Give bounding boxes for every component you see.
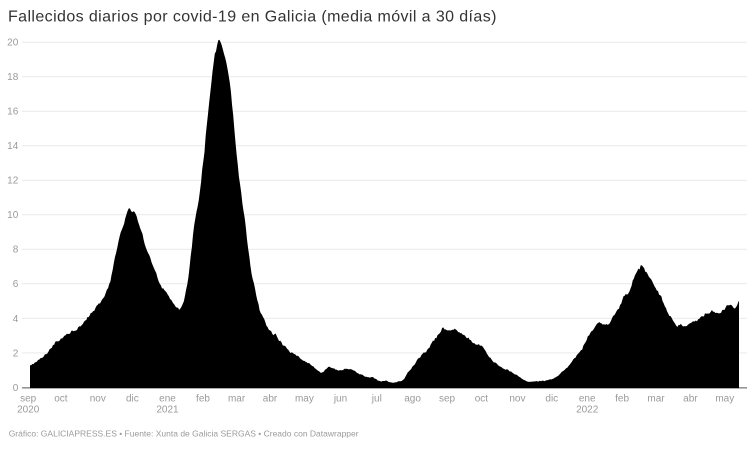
svg-text:feb: feb <box>615 393 629 404</box>
svg-text:Fallecidos diarios por covid-1: Fallecidos diarios por covid-19 en Galic… <box>8 9 497 26</box>
svg-text:2021: 2021 <box>156 405 179 416</box>
svg-text:2: 2 <box>13 348 19 359</box>
svg-text:sep: sep <box>439 393 456 404</box>
svg-text:4: 4 <box>13 314 19 325</box>
svg-text:dic: dic <box>126 393 139 404</box>
svg-text:abr: abr <box>683 393 698 404</box>
svg-text:mar: mar <box>647 393 665 404</box>
svg-text:0: 0 <box>13 383 19 394</box>
svg-text:8: 8 <box>13 245 19 256</box>
svg-text:ene: ene <box>159 393 176 404</box>
svg-text:6: 6 <box>13 279 19 290</box>
svg-text:nov: nov <box>509 393 525 404</box>
svg-text:Gráfico: GALICIAPRESS.ES • Fue: Gráfico: GALICIAPRESS.ES • Fuente: Xunta… <box>9 428 359 438</box>
svg-text:feb: feb <box>196 393 210 404</box>
svg-text:ene: ene <box>579 393 596 404</box>
svg-text:dic: dic <box>545 393 558 404</box>
svg-text:2022: 2022 <box>576 405 599 416</box>
svg-text:sep: sep <box>20 393 37 404</box>
svg-text:nov: nov <box>90 393 106 404</box>
svg-text:oct: oct <box>475 393 489 404</box>
svg-text:14: 14 <box>7 141 19 152</box>
svg-text:10: 10 <box>7 210 19 221</box>
svg-text:may: may <box>715 393 734 404</box>
svg-text:jun: jun <box>333 393 347 404</box>
svg-text:jul: jul <box>371 393 382 404</box>
svg-text:ago: ago <box>404 393 421 404</box>
svg-text:2020: 2020 <box>17 405 40 416</box>
svg-text:abr: abr <box>263 393 278 404</box>
svg-text:20: 20 <box>7 38 19 49</box>
svg-text:oct: oct <box>54 393 68 404</box>
svg-text:12: 12 <box>7 176 19 187</box>
svg-text:16: 16 <box>7 107 19 118</box>
svg-text:mar: mar <box>228 393 246 404</box>
svg-text:may: may <box>295 393 314 404</box>
svg-text:18: 18 <box>7 72 19 83</box>
